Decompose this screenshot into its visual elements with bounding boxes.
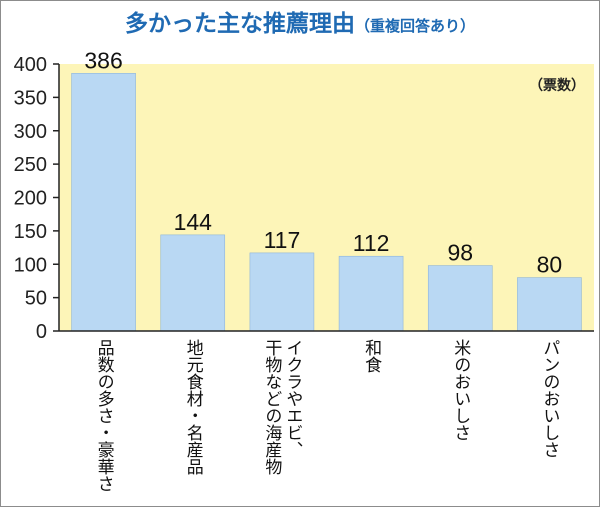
bar (338, 255, 404, 332)
value-label: 117 (264, 227, 301, 253)
category-label: イクラやエビ、 (282, 339, 302, 458)
category-label: 干物などの海産物 (261, 339, 282, 475)
category-label: 米のおいしさ (450, 339, 471, 441)
y-tick-label: 0 (36, 321, 47, 343)
bar (427, 265, 493, 332)
value-label: 112 (353, 230, 390, 256)
bars (71, 73, 582, 332)
category-labels: 品数の多さ・豪華さ 地元食材・名産品 イクラやエビ、干物などの海産物 和食 米のおいしさ… (94, 339, 560, 492)
value-labels: 386 144 117 112 98 80 (84, 47, 562, 277)
bar (517, 277, 582, 332)
value-label: 80 (537, 252, 563, 278)
y-tick-label: 150 (14, 221, 47, 243)
y-axis-ticks: 0 50 100 150 200 250 300 350 400 (14, 54, 59, 343)
value-label: 144 (174, 209, 213, 235)
bar (71, 73, 136, 332)
y-tick-label: 200 (14, 188, 47, 210)
chart-subtitle: （重複回答あり） (354, 17, 475, 35)
y-tick-label: 100 (14, 254, 47, 276)
value-label: 98 (447, 240, 473, 266)
category-label: パンのおいしさ (539, 339, 559, 458)
y-tick-label: 350 (14, 87, 47, 109)
chart-title: 多かった主な推薦理由（重複回答あり） (0, 4, 600, 38)
unit-label: （票数） (529, 77, 585, 94)
bar (249, 252, 315, 332)
y-tick-label: 400 (14, 54, 47, 76)
plot-area (59, 64, 594, 331)
y-tick-label: 250 (14, 154, 47, 176)
y-tick-label: 50 (25, 288, 47, 310)
category-label: 地元食材・名産品 (183, 339, 204, 475)
y-tick-label: 300 (14, 121, 47, 143)
bar (160, 234, 226, 332)
category-label: 品数の多さ・豪華さ (94, 339, 115, 492)
value-label: 386 (84, 47, 122, 73)
chart-title-main: 多かった主な推薦理由 (124, 11, 355, 37)
category-label: 和食 (361, 339, 382, 373)
